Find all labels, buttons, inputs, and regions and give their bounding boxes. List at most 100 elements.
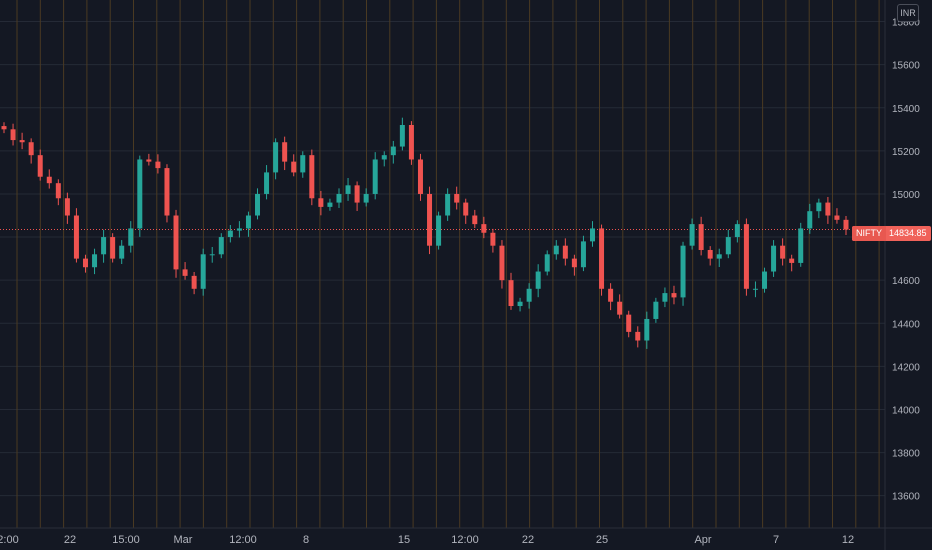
time-tick-label: 22	[64, 534, 76, 546]
session-separators	[16, 0, 880, 528]
candle-body	[408, 124, 414, 160]
candle-body	[626, 314, 632, 332]
candle-body	[517, 301, 523, 307]
price-axis: 1580015600154001520015000148001460014400…	[892, 18, 920, 503]
candle-body	[200, 254, 206, 289]
grid-lines	[0, 21, 885, 497]
candle-body	[671, 293, 677, 298]
candle-body	[218, 237, 224, 255]
candle-body	[155, 161, 161, 169]
price-tick-label: 14000	[892, 405, 920, 416]
candle-body	[481, 224, 487, 233]
candle-body	[490, 232, 496, 246]
candle-body	[399, 124, 405, 147]
candle-body	[46, 176, 52, 184]
currency-label[interactable]: INR	[897, 4, 919, 22]
time-tick-label: 12:00	[451, 534, 479, 546]
candle-body	[743, 224, 749, 289]
candle-body	[454, 193, 460, 203]
candle-body	[309, 155, 315, 199]
candle-body	[73, 215, 79, 259]
candle-body	[617, 301, 623, 315]
candle-body	[816, 202, 822, 212]
candle-body	[752, 288, 758, 290]
price-tick-label: 15800	[892, 18, 920, 29]
candle-body	[55, 183, 61, 199]
candle-body	[128, 228, 134, 246]
candle-body	[580, 241, 586, 268]
candle-body	[780, 245, 786, 259]
candle-body	[771, 245, 777, 272]
candle-body	[544, 254, 550, 272]
candle-body	[725, 237, 731, 255]
candle-body	[417, 159, 423, 194]
time-tick-label: 2:00	[0, 534, 19, 546]
candle-body	[282, 142, 288, 162]
candle-body	[300, 155, 306, 173]
time-tick-label: 12	[842, 534, 854, 546]
candle-body	[608, 288, 614, 302]
candle-body	[372, 159, 378, 194]
candle-body	[662, 293, 668, 302]
candle-body	[64, 198, 70, 216]
price-tick-label: 14200	[892, 362, 920, 373]
price-tick-label: 15600	[892, 61, 920, 72]
candle-body	[28, 142, 34, 156]
candle-body	[390, 146, 396, 156]
candle-body	[101, 237, 107, 255]
candle-body	[472, 215, 478, 225]
candle-body	[707, 249, 713, 259]
candle-body	[354, 185, 360, 203]
candle-body	[191, 275, 197, 289]
candle-body	[92, 254, 98, 268]
candle-body	[37, 155, 43, 177]
candle-body	[209, 254, 215, 256]
time-tick-label: 25	[596, 534, 608, 546]
time-tick-label: 15	[398, 534, 410, 546]
candle-body	[589, 228, 595, 242]
candle-body	[716, 254, 722, 259]
time-tick-label: Mar	[174, 534, 193, 546]
candle-body	[318, 198, 324, 207]
candle-body	[807, 211, 813, 229]
time-tick-label: 12:00	[229, 534, 257, 546]
candle-body	[553, 245, 559, 255]
candle-body	[463, 202, 469, 216]
price-tick-label: 15400	[892, 104, 920, 115]
candle-body	[164, 168, 170, 216]
candle-body	[336, 193, 342, 203]
candle-body	[689, 224, 695, 246]
candle-body	[10, 129, 16, 141]
candle-body	[345, 185, 351, 194]
candle-body	[110, 237, 116, 259]
price-tick-label: 13800	[892, 449, 920, 460]
candle-body	[825, 202, 831, 216]
time-axis: 2:00 22 15:00 Mar 12:00 8 15 12:00 22 25 Apr 7 12	[0, 534, 854, 546]
candle-body	[535, 271, 541, 289]
candle-body	[381, 155, 387, 160]
time-tick-label: 15:00	[112, 534, 140, 546]
time-tick-label: 7	[773, 534, 779, 546]
candle-body	[264, 172, 270, 194]
candle-body	[255, 193, 261, 216]
candle-body	[363, 193, 369, 203]
candle-body	[273, 142, 279, 173]
candle-body	[635, 331, 641, 341]
candle-body	[436, 215, 442, 246]
candle-body	[571, 258, 577, 268]
price-tick-label: 13600	[892, 492, 920, 503]
price-tick-label: 14400	[892, 319, 920, 330]
candle-body	[562, 245, 568, 259]
candle-body	[789, 258, 795, 263]
candle-body	[173, 215, 179, 270]
candle-body	[19, 140, 25, 143]
candle-body	[526, 288, 532, 302]
price-tick-label: 15200	[892, 147, 920, 158]
candle-body	[680, 245, 686, 298]
candle-body	[798, 228, 804, 263]
candle-body	[245, 215, 251, 229]
candle-body	[843, 219, 849, 230]
candle-body	[762, 271, 768, 289]
candle-body	[227, 230, 233, 238]
